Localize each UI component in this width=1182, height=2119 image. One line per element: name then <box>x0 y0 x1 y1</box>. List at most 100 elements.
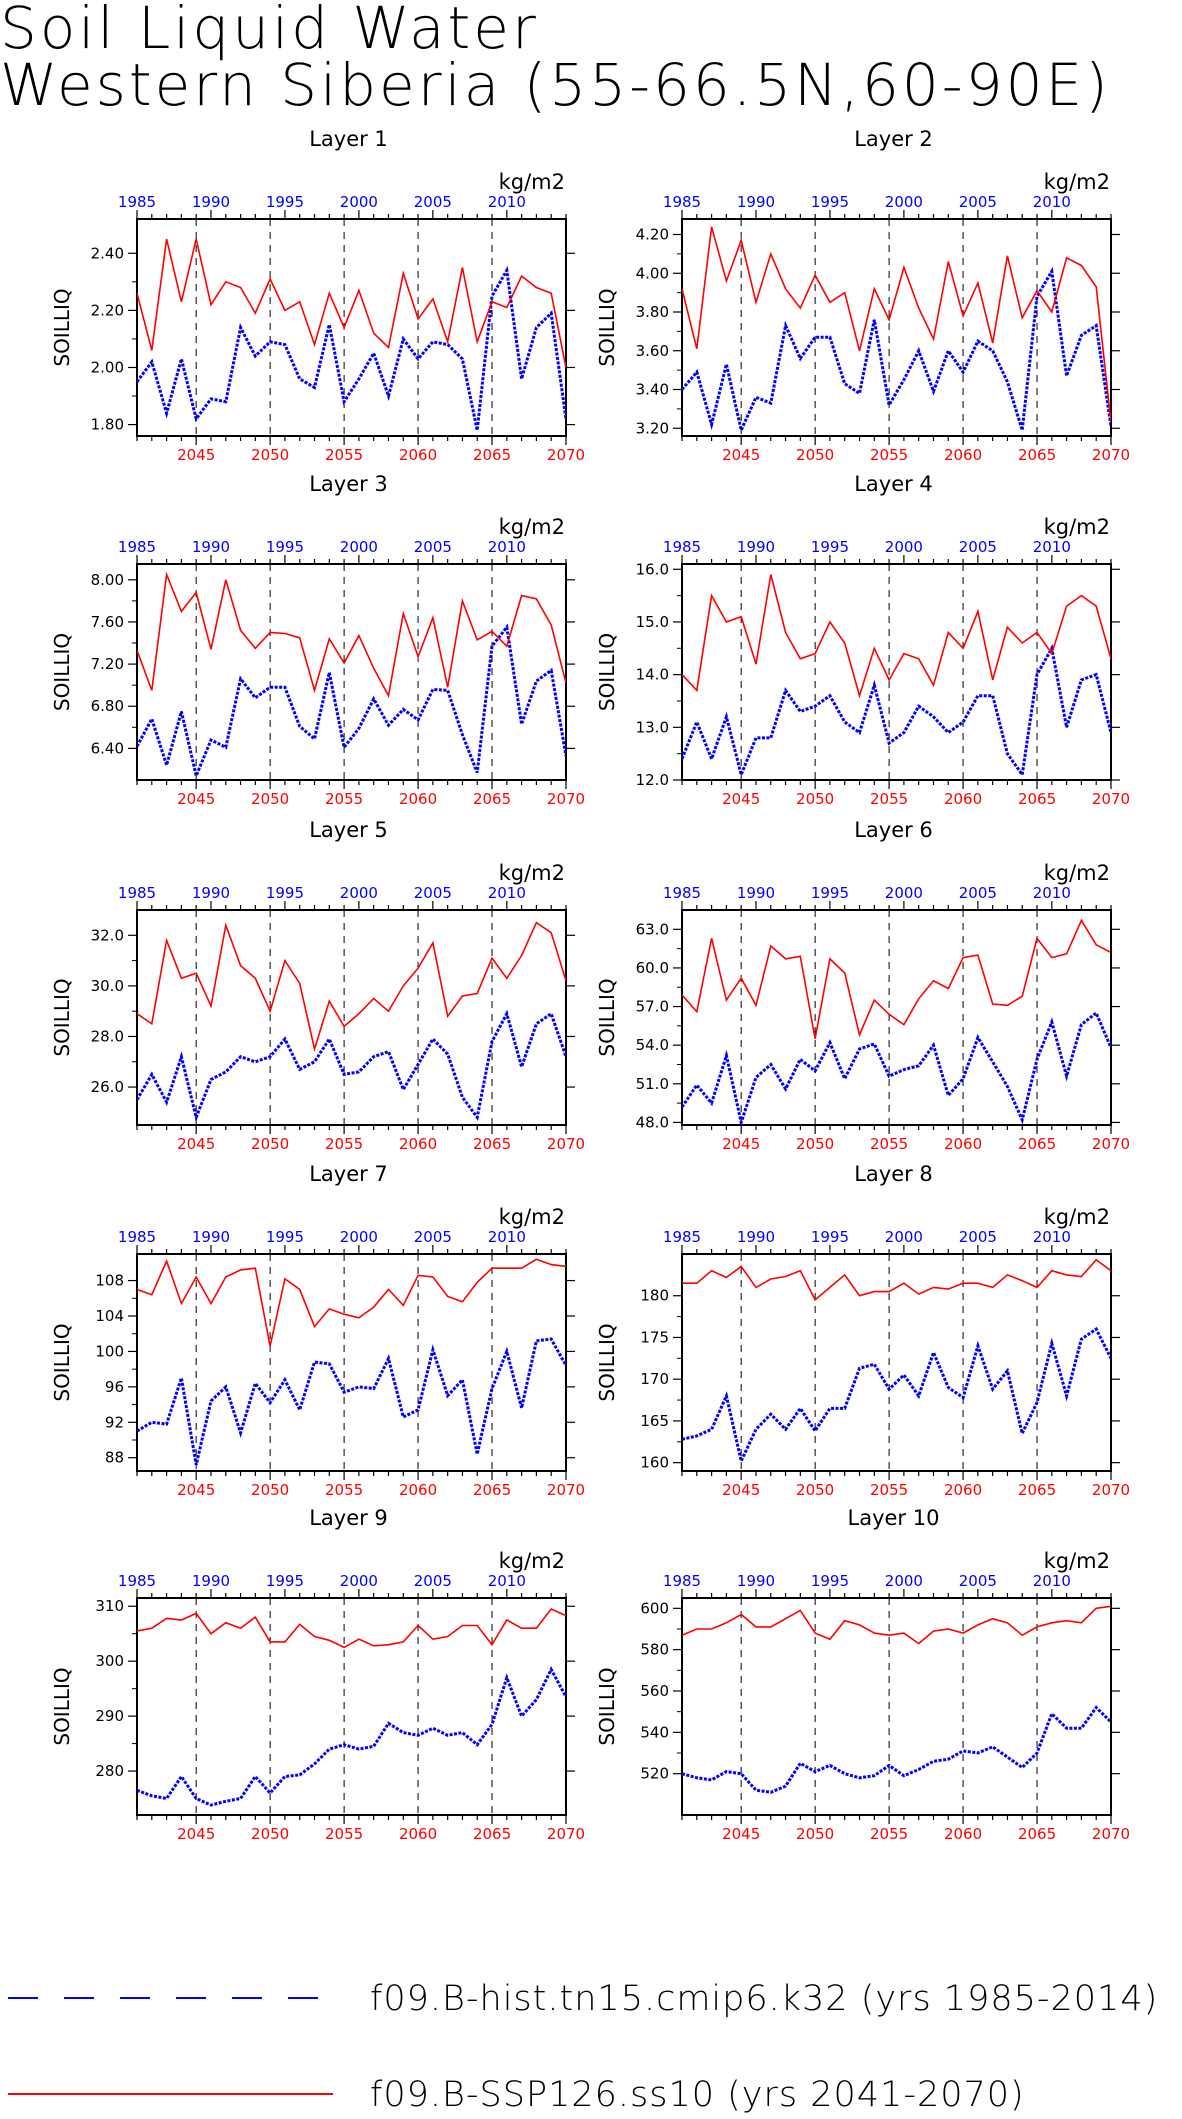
x-bottom-tick-label: 2055 <box>325 790 363 808</box>
x-top-tick-label: 2000 <box>340 884 378 902</box>
x-bottom-tick-label: 2060 <box>944 790 982 808</box>
x-bottom-tick-label: 2055 <box>870 790 908 808</box>
y-tick-label: 180 <box>640 1287 669 1305</box>
y-tick-label: 280 <box>95 1762 124 1780</box>
series-line-hist <box>137 1337 566 1466</box>
plot-frame <box>136 218 567 437</box>
y-axis-label: SOILLIQ <box>50 288 74 366</box>
series-line-ssp <box>682 918 1111 1039</box>
x-bottom-tick-label: 2065 <box>1018 1825 1056 1843</box>
x-top-tick-label: 1995 <box>811 1228 849 1246</box>
units-label: kg/m2 <box>499 1205 565 1229</box>
y-tick-label: 54.0 <box>636 1036 669 1054</box>
x-bottom-tick-label: 2050 <box>796 446 834 464</box>
y-tick-label: 170 <box>640 1370 669 1388</box>
x-top-tick-label: 2010 <box>488 1228 526 1246</box>
panel-layer-7: Layer 7 kg/m2 SOILLIQ 2045 2050 2055 2060 2065 2… <box>50 1162 585 1499</box>
x-bottom-tick-label: 2065 <box>1018 1481 1056 1499</box>
x-top-tick-label: 2005 <box>959 884 997 902</box>
y-tick-label: 3.20 <box>636 419 669 437</box>
x-bottom-tick-label: 2045 <box>722 1481 760 1499</box>
units-label: kg/m2 <box>1044 1549 1110 1573</box>
x-bottom-tick-label: 2050 <box>796 1135 834 1153</box>
x-top-tick-label: 1990 <box>192 1572 230 1590</box>
series-line-ssp <box>682 1258 1111 1302</box>
x-top-tick-label: 2000 <box>885 193 923 211</box>
panel-title: Layer 8 <box>854 1162 933 1186</box>
x-bottom-tick-label: 2045 <box>177 1135 215 1153</box>
series-line-ssp <box>682 226 1111 423</box>
y-tick-label: 14.0 <box>636 666 669 684</box>
panel-layer-4: Layer 4 kg/m2 SOILLIQ 2045 2050 2055 2060 2065 2… <box>595 472 1130 808</box>
x-bottom-tick-label: 2070 <box>1092 1481 1130 1499</box>
y-tick-label: 4.20 <box>636 226 669 244</box>
y-axis-label: SOILLIQ <box>595 1323 619 1401</box>
y-tick-label: 310 <box>95 1597 124 1615</box>
x-bottom-tick-label: 2060 <box>944 1825 982 1843</box>
panel-title: Layer 6 <box>854 818 933 842</box>
x-bottom-tick-label: 2055 <box>870 446 908 464</box>
x-bottom-tick-label: 2060 <box>944 1481 982 1499</box>
panel-layer-6: Layer 6 kg/m2 SOILLIQ 2045 2050 2055 2060 2065 2… <box>595 818 1130 1153</box>
x-bottom-tick-label: 2050 <box>251 446 289 464</box>
y-tick-label: 13.0 <box>636 718 669 736</box>
x-top-tick-label: 1995 <box>266 1228 304 1246</box>
y-tick-label: 175 <box>640 1328 669 1346</box>
x-bottom-tick-label: 2050 <box>796 790 834 808</box>
x-top-tick-label: 2000 <box>340 1572 378 1590</box>
plot-frame <box>681 909 1112 1126</box>
series-line-hist <box>682 266 1111 435</box>
x-bottom-tick-label: 2045 <box>177 1481 215 1499</box>
panel-title: Layer 5 <box>309 818 388 842</box>
x-top-tick-label: 1985 <box>118 1228 156 1246</box>
series-line-hist <box>682 643 1111 780</box>
y-tick-label: 3.40 <box>636 381 669 399</box>
x-bottom-tick-label: 2065 <box>1018 790 1056 808</box>
x-bottom-tick-label: 2070 <box>1092 790 1130 808</box>
plot-frame <box>681 1253 1112 1472</box>
panel-layer-10: Layer 10 kg/m2 SOILLIQ 2045 2050 2055 2060 2065… <box>595 1506 1130 1843</box>
x-bottom-tick-label: 2060 <box>399 1481 437 1499</box>
x-top-tick-label: 2010 <box>488 193 526 211</box>
series-line-ssp <box>137 1608 566 1649</box>
y-tick-label: 16.0 <box>636 560 669 578</box>
x-bottom-tick-label: 2055 <box>325 446 363 464</box>
x-top-tick-label: 2000 <box>340 538 378 556</box>
x-bottom-tick-label: 2050 <box>251 790 289 808</box>
panel-layer-8: Layer 8 kg/m2 SOILLIQ 2045 2050 2055 2060 2065 2… <box>595 1162 1130 1499</box>
units-label: kg/m2 <box>1044 861 1110 885</box>
y-tick-label: 28.0 <box>91 1027 124 1045</box>
x-bottom-tick-label: 2070 <box>547 790 585 808</box>
panel-title: Layer 7 <box>309 1162 388 1186</box>
y-tick-label: 540 <box>640 1723 669 1741</box>
x-bottom-tick-label: 2060 <box>399 446 437 464</box>
x-top-tick-label: 1985 <box>663 884 701 902</box>
y-tick-label: 580 <box>640 1641 669 1659</box>
x-top-tick-label: 1995 <box>266 538 304 556</box>
x-bottom-tick-label: 2060 <box>944 1135 982 1153</box>
y-tick-label: 7.20 <box>91 655 124 673</box>
y-axis-label: SOILLIQ <box>50 1323 74 1401</box>
units-label: kg/m2 <box>499 170 565 194</box>
x-bottom-tick-label: 2050 <box>251 1135 289 1153</box>
series-line-hist <box>137 1666 566 1807</box>
x-bottom-tick-label: 2070 <box>1092 1825 1130 1843</box>
y-tick-label: 26.0 <box>91 1078 124 1096</box>
y-tick-label: 600 <box>640 1599 669 1617</box>
series-line-hist <box>137 265 566 431</box>
y-tick-label: 15.0 <box>636 613 669 631</box>
x-top-tick-label: 2010 <box>1033 538 1071 556</box>
figure-title-line-2: Western Siberia (55-66.5N,60-90E) <box>0 51 1111 119</box>
y-axis-label: SOILLIQ <box>595 1667 619 1745</box>
panel-title: Layer 1 <box>309 127 388 151</box>
series-line-ssp <box>137 238 566 368</box>
y-tick-label: 3.80 <box>636 303 669 321</box>
x-top-tick-label: 1990 <box>192 538 230 556</box>
series-line-hist <box>682 1010 1111 1125</box>
panel-layer-2: Layer 2 kg/m2 SOILLIQ 2045 2050 2055 2060 2065 2… <box>595 127 1130 464</box>
y-tick-label: 1.80 <box>91 416 124 434</box>
x-bottom-tick-label: 2065 <box>473 1825 511 1843</box>
x-bottom-tick-label: 2070 <box>547 1481 585 1499</box>
legend: f09.B-hist.tn15.cmip6.k32 (yrs 1985-2014… <box>8 1979 1157 2115</box>
x-bottom-tick-label: 2045 <box>177 790 215 808</box>
